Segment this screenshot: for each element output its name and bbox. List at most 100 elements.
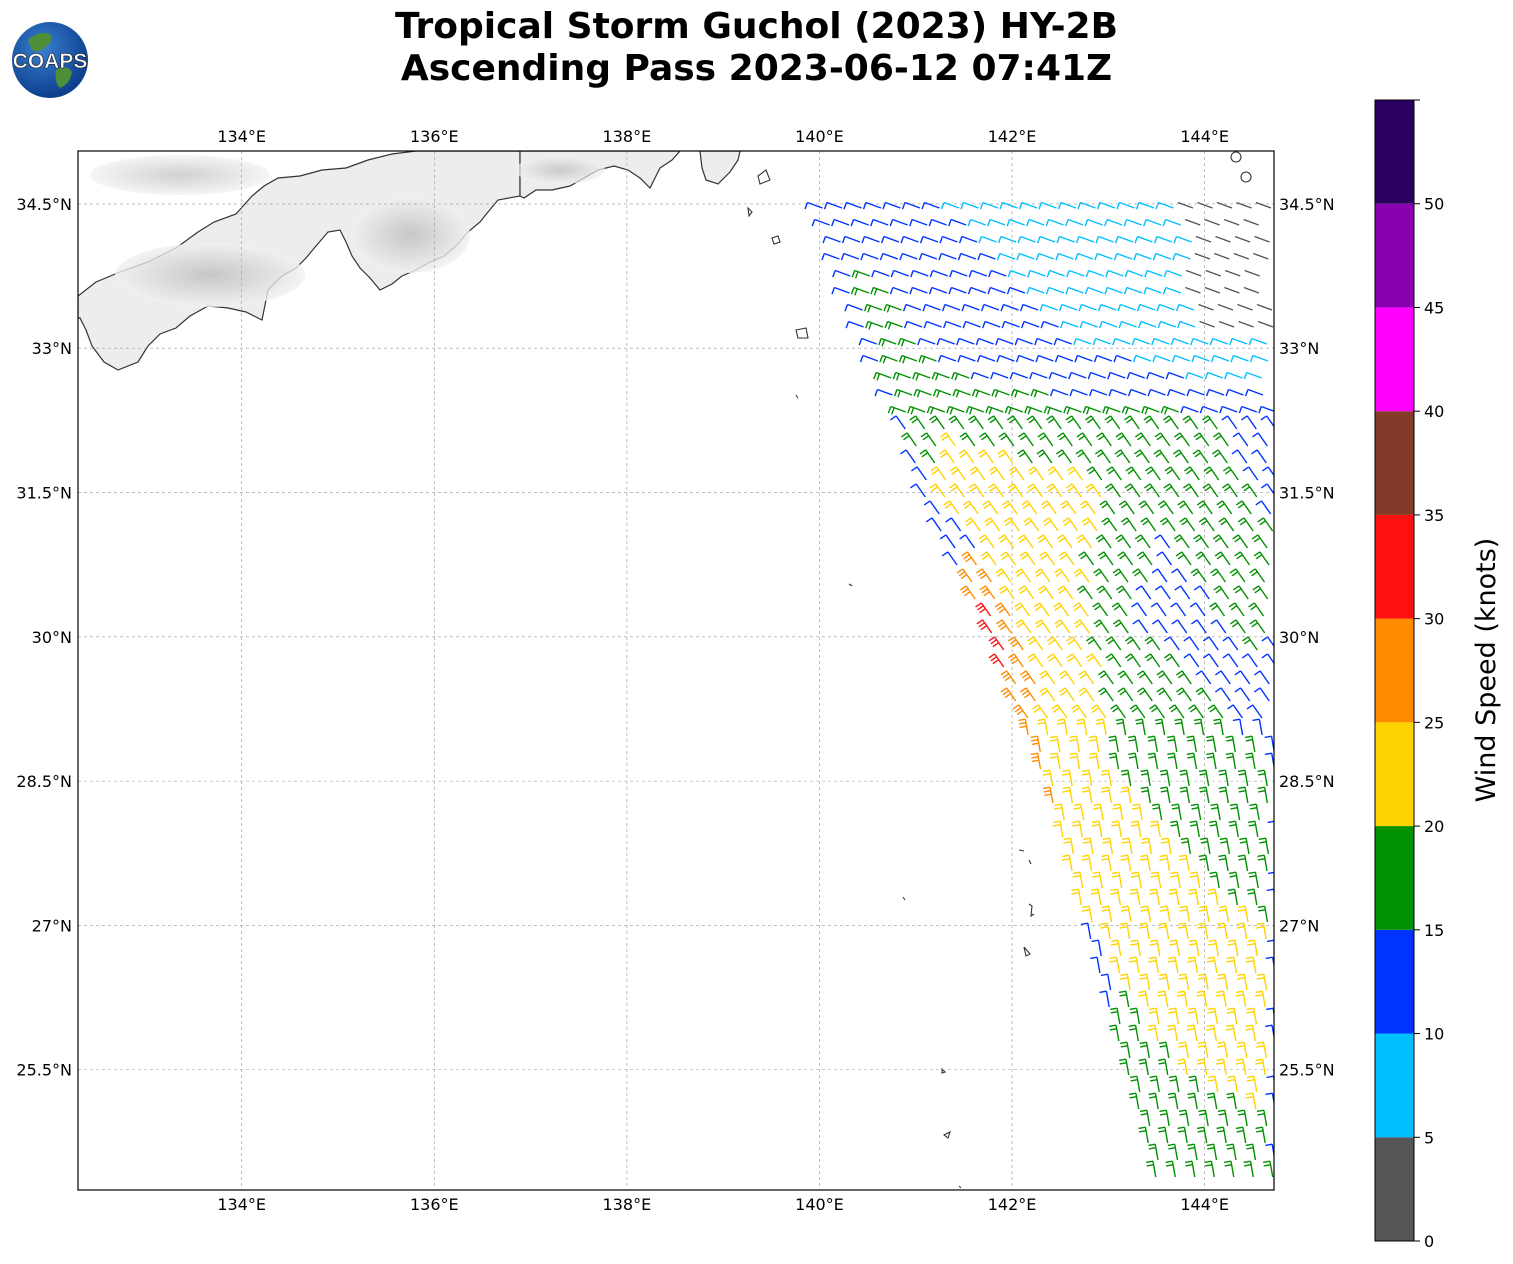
lon-tick-label-bottom: 144°E bbox=[1180, 1195, 1229, 1214]
wind-barb bbox=[1100, 973, 1112, 991]
wind-barb bbox=[1186, 1024, 1198, 1042]
wind-barb bbox=[1000, 670, 1017, 685]
wind-barb bbox=[1058, 670, 1075, 685]
wind-barb bbox=[1257, 905, 1269, 923]
wind-barb bbox=[1216, 922, 1228, 940]
wind-barb bbox=[919, 235, 939, 244]
wind-barb bbox=[1145, 1160, 1157, 1178]
wind-barb bbox=[1199, 405, 1219, 414]
wind-barb bbox=[1012, 704, 1029, 719]
wind-barb bbox=[882, 201, 901, 210]
wind-barb bbox=[1121, 405, 1141, 415]
colorbar-segment bbox=[1375, 618, 1414, 723]
wind-barb bbox=[1229, 803, 1241, 821]
wind-barb bbox=[1157, 1126, 1169, 1144]
wind-barb bbox=[1090, 704, 1107, 719]
wind-barb bbox=[1029, 371, 1048, 380]
wind-barb bbox=[1130, 820, 1142, 838]
island-outline bbox=[941, 1067, 947, 1074]
wind-barb bbox=[1198, 905, 1210, 923]
wind-barb bbox=[982, 500, 999, 515]
wind-barb bbox=[1017, 534, 1034, 549]
wind-barb bbox=[1066, 269, 1085, 278]
wind-barb bbox=[1257, 769, 1268, 787]
wind-barb bbox=[1153, 449, 1170, 464]
wind-barb bbox=[1127, 388, 1147, 397]
wind-barb bbox=[977, 449, 994, 464]
lon-tick-label-top: 136°E bbox=[410, 127, 459, 146]
wind-barb bbox=[1169, 939, 1180, 957]
wind-barb bbox=[1071, 704, 1087, 719]
wind-barb bbox=[1153, 235, 1173, 244]
wind-barb bbox=[1046, 636, 1063, 651]
lon-tick-label-bottom: 134°E bbox=[217, 1195, 266, 1214]
colorbar-tick-label: 15 bbox=[1424, 921, 1444, 940]
wind-barb bbox=[1058, 687, 1075, 702]
wind-barb bbox=[979, 585, 996, 600]
wind-barb bbox=[822, 235, 841, 244]
wind-barb bbox=[1255, 201, 1272, 209]
wind-barb bbox=[982, 320, 1001, 329]
wind-barb bbox=[1214, 252, 1230, 260]
wind-barb bbox=[843, 201, 862, 210]
wind-barb bbox=[1131, 803, 1143, 821]
wind-barb bbox=[1210, 354, 1230, 363]
wind-barb bbox=[1155, 201, 1174, 210]
wind-barb bbox=[985, 405, 1004, 415]
wind-barb bbox=[1244, 269, 1260, 277]
lat-tick-label-right: 33°N bbox=[1279, 339, 1319, 358]
wind-barb bbox=[1078, 551, 1095, 566]
wind-barb bbox=[1159, 517, 1176, 532]
wind-barb bbox=[1196, 1126, 1208, 1144]
wind-barb bbox=[1015, 354, 1035, 363]
wind-barb bbox=[995, 568, 1012, 583]
wind-barb bbox=[1111, 871, 1123, 889]
wind-barb bbox=[1099, 990, 1110, 1008]
lat-tick-label-right: 31.5°N bbox=[1279, 484, 1335, 503]
wind-barb bbox=[1168, 1007, 1180, 1025]
wind-barb bbox=[970, 371, 989, 380]
wind-barb bbox=[1101, 786, 1113, 804]
wind-barb bbox=[1227, 888, 1239, 906]
wind-barb bbox=[988, 466, 1005, 481]
wind-barb bbox=[1007, 483, 1024, 498]
wind-barb bbox=[1065, 483, 1082, 498]
wind-barb bbox=[1209, 871, 1220, 889]
wind-barb bbox=[1085, 269, 1104, 278]
wind-barb bbox=[1202, 653, 1219, 668]
wind-barb bbox=[1015, 619, 1032, 634]
wind-barb bbox=[1039, 687, 1056, 702]
wind-barb bbox=[1030, 752, 1042, 770]
wind-barb bbox=[1090, 888, 1102, 906]
wind-barb bbox=[975, 602, 992, 617]
wind-barb bbox=[1232, 585, 1249, 600]
wind-barb bbox=[811, 218, 830, 227]
map-frame bbox=[77, 150, 1275, 1191]
wind-barb bbox=[994, 602, 1011, 617]
wind-barb bbox=[1186, 388, 1205, 397]
wind-barb bbox=[959, 585, 976, 600]
wind-barb bbox=[1245, 956, 1257, 974]
wind-barb bbox=[1227, 1075, 1238, 1093]
wind-barb bbox=[1140, 905, 1152, 923]
wind-barb bbox=[1049, 752, 1061, 770]
wind-barb bbox=[995, 337, 1014, 346]
wind-barb bbox=[1236, 1041, 1248, 1059]
wind-barb bbox=[1056, 718, 1068, 736]
wind-barb bbox=[1167, 1024, 1179, 1042]
wind-barb bbox=[1175, 670, 1192, 685]
wind-barb bbox=[1095, 718, 1107, 736]
wind-barb bbox=[913, 388, 932, 398]
wind-barb bbox=[1200, 837, 1211, 855]
wind-barbs bbox=[804, 201, 1274, 1178]
wind-barb bbox=[873, 371, 892, 381]
wind-barb bbox=[887, 405, 907, 415]
wind-barb bbox=[1007, 653, 1024, 668]
wind-barb bbox=[1174, 585, 1191, 600]
wind-barb bbox=[987, 483, 1004, 498]
wind-barb bbox=[1256, 1041, 1267, 1059]
colorbar-segment bbox=[1375, 514, 1414, 619]
island-outline bbox=[1018, 849, 1025, 852]
lon-tick-label-top: 140°E bbox=[795, 127, 844, 146]
